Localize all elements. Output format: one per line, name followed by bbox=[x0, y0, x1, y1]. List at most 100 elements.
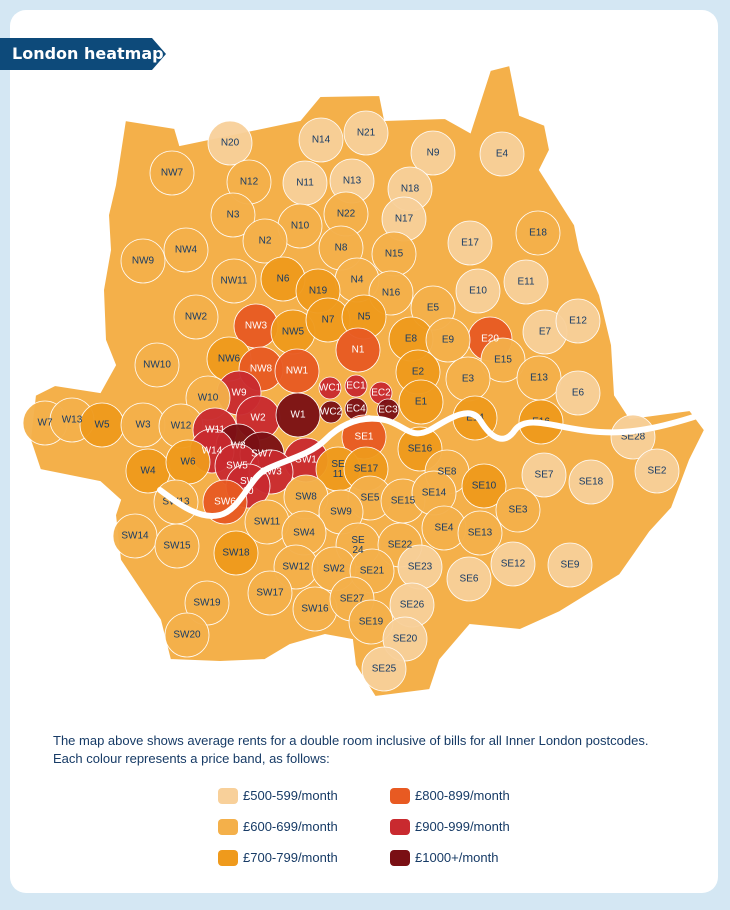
district-sw20 bbox=[164, 612, 210, 658]
district-ec1 bbox=[344, 374, 368, 398]
district-label-sw20: SW20 bbox=[173, 630, 201, 641]
district-n20 bbox=[207, 120, 253, 166]
district-label-nw10: NW10 bbox=[143, 360, 171, 371]
district-label-w5: W5 bbox=[95, 420, 110, 431]
district-label-w12: W12 bbox=[171, 421, 192, 432]
district-label-n4: N4 bbox=[351, 275, 364, 286]
district-label-se11: SE 11 bbox=[331, 459, 345, 480]
legend-swatch bbox=[218, 788, 238, 804]
district-label-se15: SE15 bbox=[391, 496, 416, 507]
district-e1 bbox=[398, 379, 444, 425]
district-se12 bbox=[490, 541, 536, 587]
district-label-ec4: EC4 bbox=[346, 404, 366, 415]
district-label-se16: SE16 bbox=[408, 444, 433, 455]
district-label-w11: W11 bbox=[205, 425, 225, 436]
district-e15 bbox=[480, 337, 526, 383]
district-label-se22: SE22 bbox=[388, 540, 413, 551]
district-n21 bbox=[343, 110, 389, 156]
district-n9 bbox=[410, 130, 456, 176]
district-label-se18: SE18 bbox=[579, 477, 604, 488]
district-label-w6: W6 bbox=[181, 457, 196, 468]
district-nw10 bbox=[134, 342, 180, 388]
caption-line-1: The map above shows average rents for a … bbox=[53, 733, 649, 748]
district-sw18 bbox=[213, 530, 259, 576]
district-w1 bbox=[275, 392, 321, 438]
district-label-e4: E4 bbox=[496, 149, 509, 160]
district-sw15 bbox=[154, 523, 200, 569]
district-label-n2: N2 bbox=[259, 236, 272, 247]
district-label-e18: E18 bbox=[529, 228, 547, 239]
district-label-e15: E15 bbox=[494, 355, 512, 366]
district-label-ec1: EC1 bbox=[346, 381, 366, 392]
district-nw11 bbox=[211, 258, 257, 304]
district-label-se3: SE3 bbox=[509, 505, 528, 516]
district-label-nw3: NW3 bbox=[245, 321, 268, 332]
district-label-nw9: NW9 bbox=[132, 256, 155, 267]
district-label-w14: W14 bbox=[202, 446, 223, 457]
legend-label: £600-699/month bbox=[243, 819, 338, 834]
district-e10 bbox=[455, 268, 501, 314]
district-label-e8: E8 bbox=[405, 334, 418, 345]
legend-swatch bbox=[218, 850, 238, 866]
district-label-n13: N13 bbox=[343, 176, 362, 187]
district-label-sw12: SW12 bbox=[282, 562, 310, 573]
district-label-sw8: SW8 bbox=[295, 492, 317, 503]
district-label-sw3: SW3 bbox=[260, 467, 282, 478]
district-label-n18: N18 bbox=[401, 184, 420, 195]
district-label-w9: W9 bbox=[232, 388, 247, 399]
district-label-e2: E2 bbox=[412, 367, 425, 378]
district-se18 bbox=[568, 459, 614, 505]
district-label-n20: N20 bbox=[221, 138, 240, 149]
district-e11 bbox=[503, 259, 549, 305]
map-caption: The map above shows average rents for a … bbox=[53, 732, 693, 768]
legend-swatch bbox=[390, 819, 410, 835]
district-label-w13: W13 bbox=[62, 415, 83, 426]
district-se25 bbox=[361, 646, 407, 692]
district-label-sw18: SW18 bbox=[222, 548, 250, 559]
district-label-sw1: SW1 bbox=[295, 455, 317, 466]
district-label-w4: W4 bbox=[141, 466, 156, 477]
legend-label: £700-799/month bbox=[243, 850, 338, 865]
district-label-n16: N16 bbox=[382, 288, 401, 299]
district-label-n14: N14 bbox=[312, 135, 331, 146]
district-label-n9: N9 bbox=[427, 148, 440, 159]
district-label-n17: N17 bbox=[395, 214, 414, 225]
district-label-n15: N15 bbox=[385, 249, 404, 260]
district-label-sw9: SW9 bbox=[330, 507, 352, 518]
district-e17 bbox=[447, 220, 493, 266]
district-label-e11: E11 bbox=[517, 277, 534, 288]
district-se13 bbox=[457, 510, 503, 556]
district-label-e13: E13 bbox=[530, 373, 548, 384]
district-wc1 bbox=[318, 376, 342, 400]
district-label-sw19: SW19 bbox=[193, 598, 221, 609]
district-label-nw4: NW4 bbox=[175, 245, 198, 256]
district-label-n6: N6 bbox=[277, 274, 290, 285]
district-label-se13: SE13 bbox=[468, 528, 493, 539]
district-label-se19: SE19 bbox=[359, 617, 384, 628]
legend-swatch bbox=[390, 788, 410, 804]
district-se7 bbox=[521, 452, 567, 498]
district-nw4 bbox=[163, 227, 209, 273]
district-e9 bbox=[425, 317, 471, 363]
district-label-n22: N22 bbox=[337, 209, 356, 220]
district-label-e6: E6 bbox=[572, 388, 585, 399]
district-se3 bbox=[495, 487, 541, 533]
district-tiles bbox=[22, 110, 680, 692]
district-label-se25: SE25 bbox=[372, 664, 397, 675]
district-label-sw16: SW16 bbox=[301, 604, 329, 615]
district-label-sw15: SW15 bbox=[163, 541, 191, 552]
district-label-se17: SE17 bbox=[354, 464, 379, 475]
district-se6 bbox=[446, 556, 492, 602]
legend-label: £800-899/month bbox=[415, 788, 510, 803]
district-se9 bbox=[547, 542, 593, 588]
district-label-e1: E1 bbox=[415, 397, 428, 408]
legend-label: £1000+/month bbox=[415, 850, 499, 865]
district-nw2 bbox=[173, 294, 219, 340]
district-se10 bbox=[461, 463, 507, 509]
district-label-n1: N1 bbox=[352, 345, 365, 356]
district-label-wc2: WC2 bbox=[320, 407, 343, 418]
district-label-se23: SE23 bbox=[408, 562, 433, 573]
district-label-w10: W10 bbox=[198, 393, 219, 404]
district-label-se4: SE4 bbox=[435, 523, 454, 534]
district-label-sw5: SW5 bbox=[226, 461, 248, 472]
